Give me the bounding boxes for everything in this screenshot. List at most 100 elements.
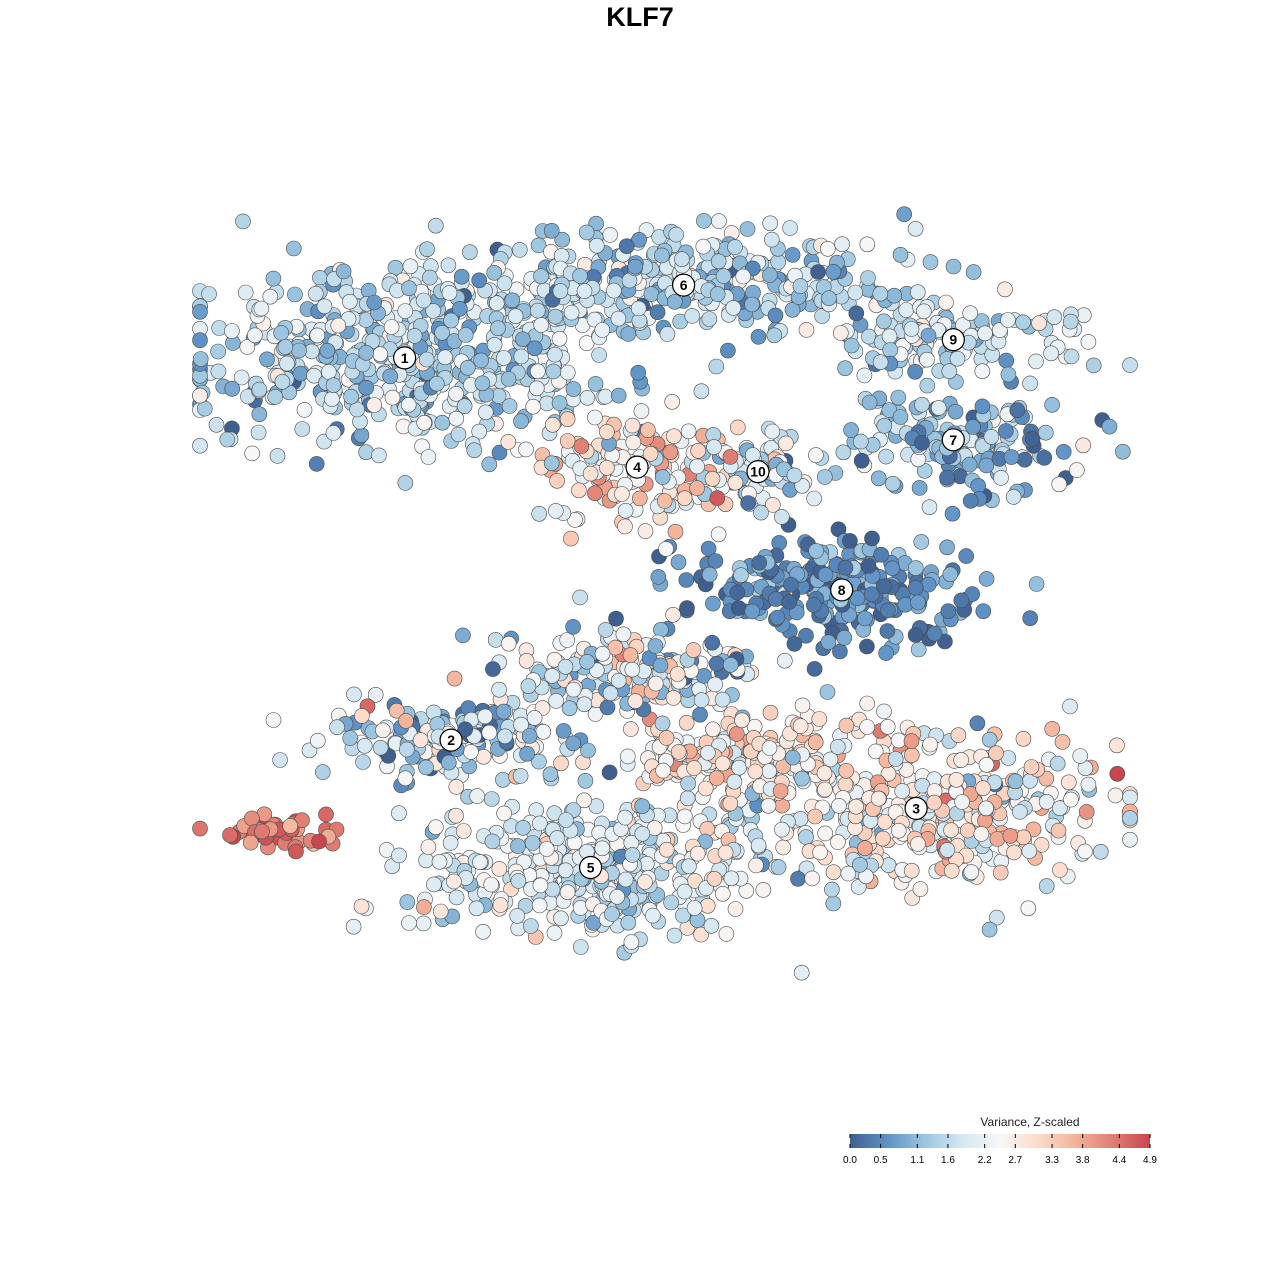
cell-point [751,555,768,571]
cell-point [750,837,767,854]
cell-point [708,770,725,786]
cell-point [269,448,286,464]
cell-point [939,469,955,486]
cell-point [397,475,414,491]
cell-point [729,419,746,436]
cell-point [784,247,801,263]
cell-point [1080,776,1097,793]
cell-point [654,715,671,732]
cell-point [538,841,555,857]
cell-point [1044,721,1060,737]
cell-point [701,566,718,583]
cell-point [722,657,739,673]
cell-point [244,445,260,462]
cell-point [572,939,589,955]
cell-point [879,718,896,735]
cell-point [989,831,1006,847]
cell-point [510,873,527,889]
cell-point [689,480,705,496]
cell-point [993,470,1009,486]
cell-point [576,696,593,713]
cell-point [325,377,342,394]
cell-point [481,456,498,473]
cell-point [366,397,383,413]
cell-point [1009,402,1026,419]
cell-point [881,402,898,418]
cell-point [770,254,787,270]
cell-point [744,603,761,620]
cell-point [943,862,960,879]
cell-point [224,323,240,339]
cluster-labels-layer: 1 2 3 4 5 6 7 8 9 10 [393,273,965,880]
cell-point [579,653,595,670]
cell-point [709,490,726,506]
cell-point [341,293,358,310]
cluster-label-7: 7 [941,428,965,452]
cell-point [878,448,894,465]
cluster-label-text: 4 [633,459,641,475]
cell-point [909,284,926,301]
cell-point [599,699,616,716]
cell-point [763,231,780,248]
cell-point [543,455,560,472]
cell-point [647,638,664,654]
cell-point [442,835,459,851]
cell-point [840,865,857,882]
cell-point [876,417,893,434]
cell-point [706,870,723,887]
cell-point [415,915,432,932]
cell-point [974,398,991,415]
cell-point [793,964,810,981]
cell-point [273,325,290,341]
cell-point [879,623,896,639]
cell-point [963,864,980,880]
cell-point [398,741,415,758]
cell-point [388,702,405,719]
cell-point [591,347,607,363]
cell-point [820,634,837,651]
cell-point [624,661,641,678]
cell-point [1062,313,1079,330]
cell-point [555,723,572,739]
cluster-label-2: 2 [439,728,463,752]
cell-point [296,402,313,418]
cell-point [514,331,531,348]
cell-point [786,636,803,652]
cell-point [656,493,673,509]
cell-point [876,703,892,720]
colorbar-tick-label: 3.8 [1076,1155,1090,1166]
cell-point [425,303,442,319]
cell-point [192,387,208,404]
cell-point [1046,309,1063,326]
colorbar-gradient [850,1134,1150,1148]
cell-point [594,645,611,662]
cell-point [837,559,854,576]
cell-point [689,458,705,475]
cell-point [239,339,256,355]
cell-point [448,779,465,795]
cell-point [859,638,875,655]
cell-point [804,870,821,887]
cluster-label-text: 7 [949,432,957,448]
cell-point [477,708,493,725]
cell-point [358,344,375,361]
cell-point [955,317,971,333]
cell-point [485,661,501,677]
cell-point [402,258,419,275]
cell-point [753,504,769,521]
cell-point [690,442,707,459]
cell-point [192,820,208,837]
cell-point [666,428,682,445]
cell-point [526,710,543,726]
cell-point [474,375,491,392]
cell-point [981,921,998,938]
cell-point [798,322,815,338]
cell-point [594,840,611,857]
cell-point [1101,418,1118,435]
cell-point [604,906,620,922]
cell-point [680,775,696,792]
cell-point [678,572,695,588]
cell-point [692,706,708,723]
cell-point [707,676,723,693]
cell-point [619,748,636,765]
